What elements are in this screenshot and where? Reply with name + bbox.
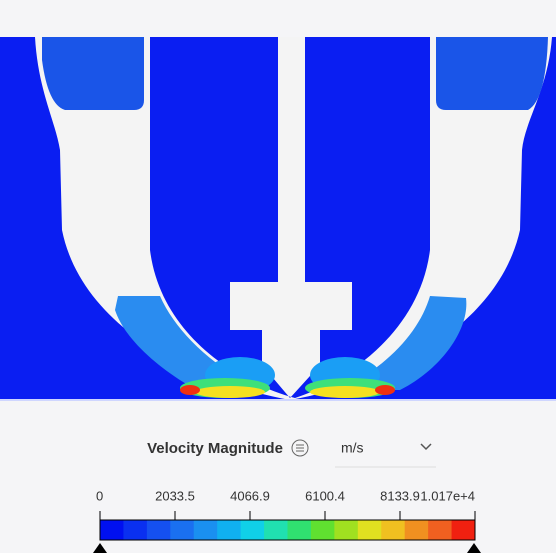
right-pocket	[436, 37, 548, 110]
flow-zone	[375, 385, 395, 395]
color-step	[240, 520, 265, 540]
color-step	[357, 520, 382, 540]
color-step	[381, 520, 406, 540]
color-step	[451, 520, 476, 540]
legend: Velocity Magnitude m/s 0 2033.5 4066.9 6100…	[93, 439, 481, 553]
tick-label: 4066.9	[230, 488, 270, 503]
color-step	[334, 520, 359, 540]
color-step	[193, 520, 218, 540]
color-step	[428, 520, 453, 540]
color-step	[100, 520, 124, 540]
color-step	[287, 520, 312, 540]
info-icon[interactable]	[291, 439, 309, 457]
color-step	[123, 520, 148, 540]
right-lower-pocket	[340, 296, 467, 390]
legend-title: Velocity Magnitude	[147, 440, 283, 457]
left-lower-pocket	[115, 296, 260, 392]
flow-channel	[150, 37, 430, 398]
color-bar-frame	[99, 519, 476, 541]
unit-select[interactable]: m/s	[341, 440, 364, 456]
flow-zone	[180, 385, 200, 395]
color-step	[146, 520, 171, 540]
velocity-field	[0, 37, 556, 401]
color-step	[217, 520, 242, 540]
left-pocket	[42, 37, 144, 110]
dropdown-chevron[interactable]	[420, 443, 432, 451]
flow-zone	[195, 386, 265, 398]
color-step	[310, 520, 335, 540]
color-step	[404, 520, 429, 540]
max-handle[interactable]	[467, 543, 481, 553]
info-icon-lines	[296, 444, 304, 452]
color-step	[170, 520, 195, 540]
min-handle[interactable]	[93, 543, 107, 553]
tick-label: 6100.4	[305, 488, 345, 503]
flow-zone	[310, 386, 380, 398]
color-bar: 0 2033.5 4066.9 6100.4 8133.9 1.017e+4	[96, 488, 476, 541]
tick-label: 0	[96, 488, 103, 503]
tick-label: 2033.5	[155, 488, 195, 503]
color-step	[264, 520, 288, 540]
tick-label: 1.017e+4	[420, 488, 475, 503]
tick-label: 8133.9	[380, 488, 420, 503]
